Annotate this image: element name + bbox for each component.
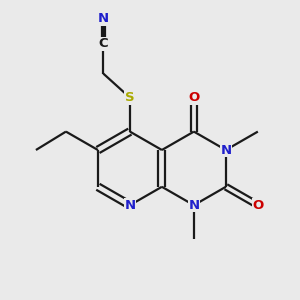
Text: N: N [98,12,109,25]
Text: N: N [124,199,136,212]
Text: S: S [125,91,135,104]
Text: N: N [188,199,200,212]
Text: O: O [188,91,200,104]
Text: C: C [98,37,108,50]
Text: N: N [220,143,231,157]
Text: O: O [252,199,263,212]
